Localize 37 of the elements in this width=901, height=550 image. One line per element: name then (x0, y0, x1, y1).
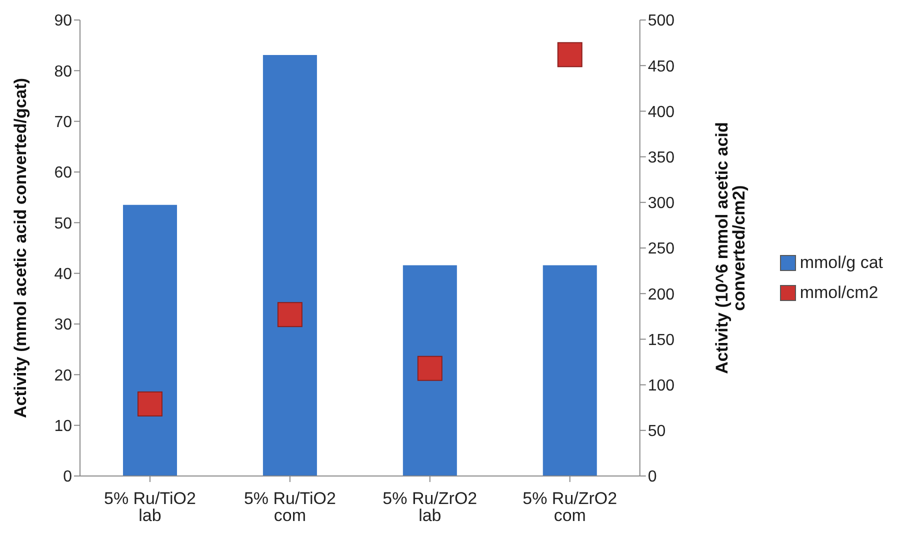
x-tick-label: 5% Ru/TiO2 com (244, 489, 336, 526)
bar (542, 265, 597, 476)
y-tick-label: 20 (54, 367, 72, 384)
y2-tick-label: 350 (648, 149, 675, 166)
y-tick-label: 70 (54, 114, 72, 132)
y-tick-label: 40 (54, 266, 72, 284)
x-tick-label: 5% Ru/TiO2 lab (104, 489, 196, 526)
bar (123, 204, 177, 476)
y-tick-label: 50 (54, 215, 72, 232)
point (277, 302, 302, 328)
y2-tick-label: 150 (648, 332, 675, 349)
legend-label: mmol/cm2 (800, 282, 878, 304)
y2-tick-label: 300 (648, 195, 675, 212)
point (557, 42, 582, 68)
y-tick-label: 80 (54, 63, 72, 80)
y2-tick-label: 400 (648, 104, 675, 121)
y2-tick-label: 500 (648, 12, 675, 30)
legend-label: mmol/g cat (800, 252, 883, 274)
y-tick-label: 90 (54, 12, 72, 30)
y2-tick-label: 0 (648, 468, 657, 486)
y2-tick-label: 100 (648, 377, 675, 394)
y2-axis-title: Activity (10^6 mmol acetic acid converted/cm2) (712, 122, 748, 374)
y-tick-label: 30 (54, 316, 72, 334)
y2-tick-label: 50 (648, 423, 666, 440)
bar (262, 54, 317, 476)
y-tick-label: 60 (54, 164, 72, 182)
y2-tick-label: 200 (648, 286, 675, 304)
point (417, 356, 442, 381)
y-axis-title: Activity (mmol acetic acid converted/gcat) (11, 78, 30, 418)
y-tick-label: 0 (63, 468, 72, 486)
bar (402, 265, 457, 476)
y2-tick-label: 450 (648, 58, 675, 76)
y2-tick-label: 250 (648, 240, 675, 258)
x-tick-label: 5% Ru/ZrO2 lab (382, 489, 478, 526)
point (137, 391, 162, 416)
y-tick-label: 10 (54, 418, 72, 436)
x-tick-label: 5% Ru/ZrO2 com (522, 489, 618, 526)
